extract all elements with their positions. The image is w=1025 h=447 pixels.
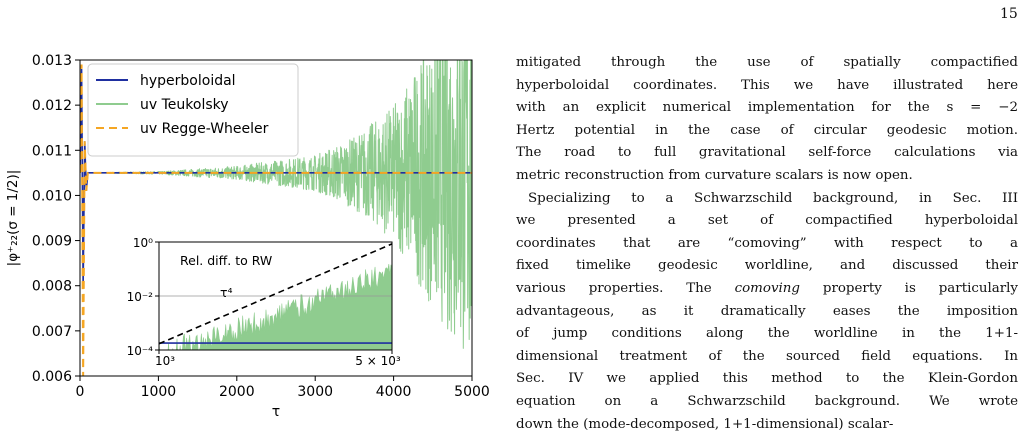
x-tick-label: 3000 xyxy=(297,384,333,400)
text-line: various properties. The comoving propert… xyxy=(516,278,1018,301)
legend-label: hyperboloidal xyxy=(140,73,236,89)
legend-label: uv Regge-Wheeler xyxy=(140,121,269,137)
x-tick-label: 2000 xyxy=(219,384,255,400)
inset-series-group xyxy=(159,243,392,350)
y-tick-label: 0.007 xyxy=(32,324,72,340)
x-tick-label: 1000 xyxy=(141,384,177,400)
inset-y-tick-label: 10⁰ xyxy=(133,236,153,250)
inset-y-tick-label: 10⁻⁴ xyxy=(127,344,154,358)
emphasis: comoving xyxy=(734,280,800,296)
text-run: property is particularly xyxy=(800,280,1018,296)
inset-plot: 10⁻⁴ 10⁻² 10⁰ 10³ 5 × 10³ Rel. diff. to RW τ⁴ xyxy=(127,236,401,368)
series-uv-regge-wheeler-line xyxy=(80,64,472,376)
text-line: mitigated through the use of spatially c… xyxy=(516,55,1018,70)
text-line: Sec. IV we applied this method to the Kl… xyxy=(516,371,1018,387)
legend: hyperboloidal uv Teukolsky uv Regge-Wheele… xyxy=(87,63,299,157)
paragraph-2: Specializing to a Schwarzschild backgrou… xyxy=(516,188,1018,437)
y-tick-label: 0.010 xyxy=(32,188,72,204)
text-line: metric reconstruction from curvature sca… xyxy=(516,167,913,183)
body-text: mitigated through the use of spatially c… xyxy=(516,52,1018,436)
text-line: Specializing to a Schwarzschild backgrou… xyxy=(528,190,1018,206)
y-tick-label: 0.006 xyxy=(32,369,72,385)
text-line: Hertz potential in the case of circular … xyxy=(516,122,1018,138)
text-line: fixed timelike geodesic worldline, and d… xyxy=(516,258,1018,274)
inset-title: Rel. diff. to RW xyxy=(180,253,272,268)
page-number: 15 xyxy=(1000,6,1018,22)
figure: 0 1000 2000 3000 4000 5000 0.006 0.007 0.008 0.00… xyxy=(5,53,490,420)
text-line: of jump conditions along the worldline i… xyxy=(516,326,1018,342)
series-uv-teukolsky-line xyxy=(87,60,472,349)
x-tick-label: 4000 xyxy=(376,384,412,400)
y-tick-label: 0.012 xyxy=(32,98,72,114)
legend-box xyxy=(87,63,299,157)
plot-frame xyxy=(79,59,473,377)
text-line: dimensional treatment of the sourced fie… xyxy=(516,348,1018,364)
plot-series-group xyxy=(80,60,472,376)
text-line: hyperboloidal coordinates. This we have … xyxy=(516,77,1018,93)
inset-series-tau4-line xyxy=(159,243,392,345)
text-line: equation on a Schwarzschild background. … xyxy=(516,393,1018,409)
text-line: advantageous, as it dramatically eases t… xyxy=(516,303,1018,319)
text-run: various properties. The xyxy=(516,280,735,296)
inset-y-tick-label: 10⁻² xyxy=(127,290,154,304)
text-line: coordinates that are “comoving” with res… xyxy=(516,235,1018,251)
inset-x-tick-label: 5 × 10³ xyxy=(355,354,401,368)
text-line: The road to full gravitational self-forc… xyxy=(516,145,1018,161)
text-line: we presented a set of compactified hyper… xyxy=(516,213,1018,229)
y-tick-label: 0.013 xyxy=(32,53,72,69)
x-tick-label: 0 xyxy=(76,384,85,400)
paragraph-1: mitigated through the use of spatially c… xyxy=(516,52,1018,188)
y-axis-label: |φ⁺₂₂(σ = 1/2)| xyxy=(5,170,21,267)
inset-x-tick-label: 10³ xyxy=(155,354,175,368)
x-tick-label: 5000 xyxy=(454,384,490,400)
x-axis-label: τ xyxy=(272,404,280,420)
text-line: with an explicit numerical implementatio… xyxy=(516,100,1018,116)
y-tick-label: 0.011 xyxy=(32,143,72,159)
inset-annotation: τ⁴ xyxy=(220,285,233,300)
main-plot: 0 1000 2000 3000 4000 5000 0.006 0.007 0.008 0.00… xyxy=(5,53,490,420)
y-tick-label: 0.008 xyxy=(32,279,72,295)
inset-series-uv-teukolsky-area xyxy=(159,264,392,350)
y-tick-label: 0.009 xyxy=(32,234,72,250)
legend-label: uv Teukolsky xyxy=(140,97,229,113)
text-line: down the (mode-decomposed, 1+1-dimension… xyxy=(516,416,894,432)
